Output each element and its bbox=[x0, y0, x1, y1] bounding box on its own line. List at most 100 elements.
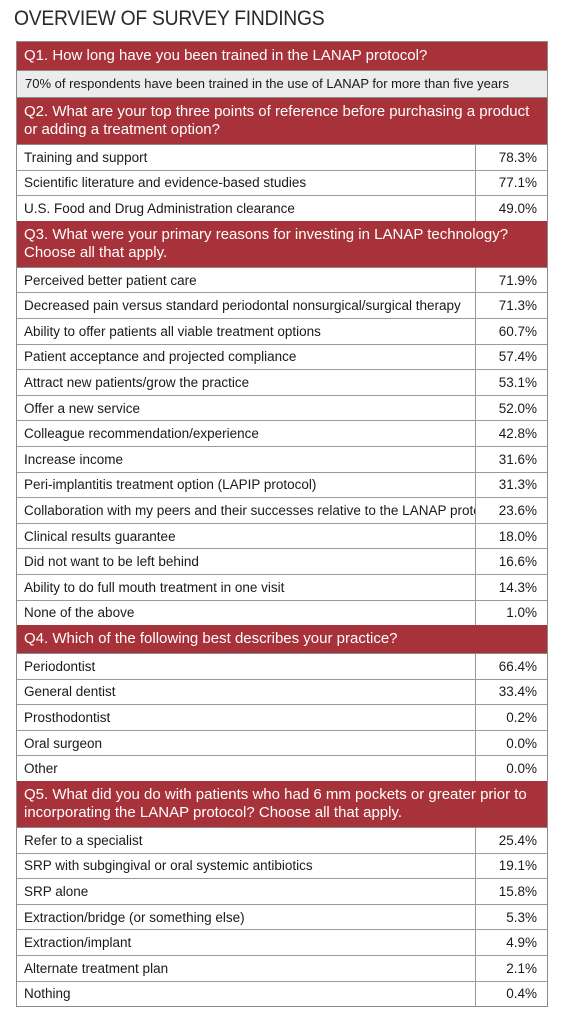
survey-table: Q1. How long have you been trained in th… bbox=[16, 41, 548, 1008]
answer-percentage: 78.3% bbox=[475, 145, 547, 170]
question-header: Q3. What were your primary reasons for i… bbox=[17, 220, 547, 268]
answer-percentage: 42.8% bbox=[475, 421, 547, 446]
answer-percentage: 14.3% bbox=[475, 574, 547, 600]
table-row: Increase income 31.6% bbox=[17, 446, 547, 473]
answer-percentage: 1.0% bbox=[475, 600, 547, 626]
question-header: Q2. What are your top three points of re… bbox=[17, 98, 547, 145]
answer-percentage: 4.9% bbox=[475, 930, 547, 956]
answer-percentage: 16.6% bbox=[475, 549, 547, 574]
answer-label: Scientific literature and evidence-based… bbox=[24, 175, 307, 191]
table-row: General dentist 33.4% bbox=[17, 679, 547, 706]
survey-section: Q4. Which of the following best describe… bbox=[17, 625, 547, 782]
answer-percentage: 31.6% bbox=[475, 446, 547, 472]
survey-section: Q3. What were your primary reasons for i… bbox=[17, 220, 547, 626]
table-row: Periodontist 66.4% bbox=[17, 654, 547, 680]
table-row: Clinical results guarantee 18.0% bbox=[17, 523, 547, 550]
answer-label: Perceived better patient care bbox=[24, 272, 197, 288]
answer-label: Peri-implantitis treatment option (LAPIP… bbox=[24, 477, 317, 493]
answer-percentage: 2.1% bbox=[475, 956, 547, 981]
answer-percentage: 53.1% bbox=[475, 370, 547, 395]
answer-label: Periodontist bbox=[24, 658, 96, 674]
table-row: Training and support 78.3% bbox=[17, 145, 547, 171]
answer-label: Did not want to be left behind bbox=[24, 554, 199, 570]
answer-label: Refer to a specialist bbox=[24, 832, 143, 848]
answer-percentage: 0.0% bbox=[475, 756, 547, 782]
question-header: Q4. Which of the following best describe… bbox=[17, 625, 547, 655]
answer-percentage: 33.4% bbox=[475, 679, 547, 705]
answer-percentage: 60.7% bbox=[475, 318, 547, 344]
answer-percentage: 18.0% bbox=[475, 523, 547, 549]
answer-label: Oral surgeon bbox=[24, 735, 103, 751]
answer-label: Patient acceptance and projected complia… bbox=[24, 349, 297, 365]
answer-percentage: 77.1% bbox=[475, 170, 547, 196]
table-row: SRP alone 15.8% bbox=[17, 879, 547, 905]
answer-label: Training and support bbox=[24, 149, 148, 165]
answer-percentage: 0.4% bbox=[475, 981, 547, 1007]
table-row: Patient acceptance and projected complia… bbox=[17, 344, 547, 371]
answer-label: Ability to do full mouth treatment in on… bbox=[24, 579, 285, 595]
answer-label: Increase income bbox=[24, 451, 124, 467]
table-row: Ability to do full mouth treatment in on… bbox=[17, 574, 547, 601]
answer-label: Ability to offer patients all viable tre… bbox=[24, 323, 321, 339]
table-row: Alternate treatment plan 2.1% bbox=[17, 956, 547, 982]
answer-label: SRP alone bbox=[24, 884, 89, 900]
answer-label: Attract new patients/grow the practice bbox=[24, 374, 250, 390]
answer-percentage: 25.4% bbox=[475, 828, 547, 853]
answer-percentage: 0.0% bbox=[475, 730, 547, 756]
answer-percentage: 23.6% bbox=[475, 498, 547, 523]
answer-label: Decreased pain versus standard periodont… bbox=[24, 298, 461, 314]
answer-percentage: 71.9% bbox=[475, 267, 547, 293]
table-row: Collaboration with my peers and their su… bbox=[17, 498, 547, 524]
answer-label: Extraction/bridge (or something else) bbox=[24, 909, 245, 925]
answer-percentage: 5.3% bbox=[475, 904, 547, 930]
table-row: Offer a new service 52.0% bbox=[17, 395, 547, 422]
table-row: Refer to a specialist 25.4% bbox=[17, 828, 547, 854]
survey-section: Q5. What did you do with patients who ha… bbox=[17, 781, 547, 1007]
answer-label: Colleague recommendation/experience bbox=[24, 426, 259, 442]
answer-label: Prosthodontist bbox=[24, 710, 111, 726]
table-row: Attract new patients/grow the practice 53… bbox=[17, 370, 547, 396]
table-row: Oral surgeon 0.0% bbox=[17, 730, 547, 757]
answer-percentage: 71.3% bbox=[475, 293, 547, 318]
table-row: Did not want to be left behind 16.6% bbox=[17, 549, 547, 575]
table-row: U.S. Food and Drug Administration cleara… bbox=[17, 196, 547, 221]
answer-percentage: 31.3% bbox=[475, 472, 547, 498]
table-row: Peri-implantitis treatment option (LAPIP… bbox=[17, 472, 547, 499]
question-header: Q1. How long have you been trained in th… bbox=[17, 42, 547, 71]
answer-label: SRP with subgingival or oral systemic an… bbox=[24, 858, 313, 874]
answer-label: U.S. Food and Drug Administration cleara… bbox=[24, 200, 295, 216]
table-row: Perceived better patient care 71.9% bbox=[17, 267, 547, 294]
answer-percentage: 52.0% bbox=[475, 395, 547, 421]
question-header: Q5. What did you do with patients who ha… bbox=[17, 781, 547, 829]
answer-percentage: 49.0% bbox=[475, 196, 547, 221]
table-row: Nothing 0.4% bbox=[17, 981, 547, 1007]
answer-percentage: 66.4% bbox=[475, 654, 547, 679]
answer-label: Nothing bbox=[24, 986, 71, 1002]
answer-label: None of the above bbox=[24, 605, 135, 621]
table-row: Other 0.0% bbox=[17, 756, 547, 782]
answer-label: Clinical results guarantee bbox=[24, 528, 176, 544]
table-row: Colleague recommendation/experience 42.8% bbox=[17, 421, 547, 447]
survey-section: Q1. How long have you been trained in th… bbox=[17, 42, 547, 98]
answer-percentage: 0.2% bbox=[475, 705, 547, 730]
answer-label: Alternate treatment plan bbox=[24, 960, 169, 976]
answer-label: General dentist bbox=[24, 684, 116, 700]
table-row: Extraction/bridge (or something else) 5.3… bbox=[17, 904, 547, 931]
answer-label: Collaboration with my peers and their su… bbox=[24, 502, 475, 518]
answer-percentage: 57.4% bbox=[475, 344, 547, 370]
answer-label: Offer a new service bbox=[24, 400, 141, 416]
survey-section: Q2. What are your top three points of re… bbox=[17, 98, 547, 221]
table-row: SRP with subgingival or oral systemic an… bbox=[17, 853, 547, 880]
table-row: Prosthodontist 0.2% bbox=[17, 705, 547, 731]
summary-note: 70% of respondents have been trained in … bbox=[17, 71, 547, 98]
answer-percentage: 15.8% bbox=[475, 879, 547, 904]
table-row: Extraction/implant 4.9% bbox=[17, 930, 547, 957]
table-row: Decreased pain versus standard periodont… bbox=[17, 293, 547, 319]
table-row: Ability to offer patients all viable tre… bbox=[17, 318, 547, 345]
answer-label: Other bbox=[24, 761, 58, 777]
answer-label: Extraction/implant bbox=[24, 935, 132, 951]
page-title: OVERVIEW OF SURVEY FINDINGS bbox=[14, 7, 325, 30]
table-row: None of the above 1.0% bbox=[17, 600, 547, 626]
answer-percentage: 19.1% bbox=[475, 853, 547, 879]
